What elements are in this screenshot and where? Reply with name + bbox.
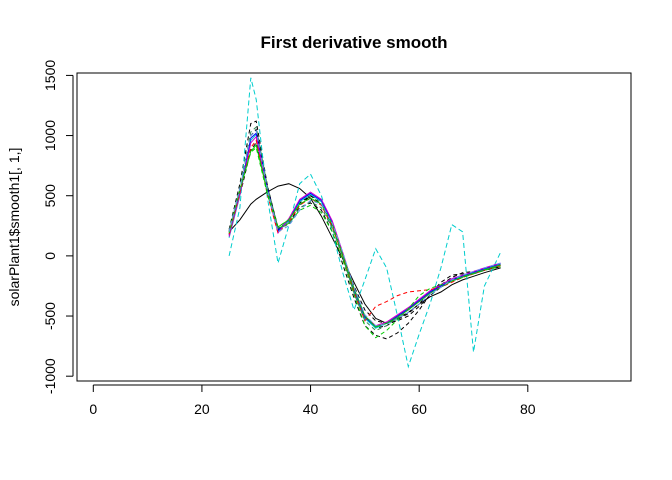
plot-area-box bbox=[76, 72, 632, 382]
series-line-2 bbox=[228, 120, 501, 329]
x-tick-label: 80 bbox=[520, 401, 536, 417]
x-axis: 0 20 40 60 80 bbox=[89, 384, 536, 417]
series-line-11 bbox=[228, 144, 501, 328]
series-line-10 bbox=[228, 146, 501, 339]
y-tick-label: -1000 bbox=[42, 358, 58, 394]
series-line-5 bbox=[228, 77, 502, 369]
series-line-12 bbox=[228, 126, 501, 332]
y-tick-label: 0 bbox=[42, 252, 58, 260]
y-tick-label: 1000 bbox=[42, 120, 58, 151]
x-tick-label: 20 bbox=[194, 401, 210, 417]
y-axis-label: solarPlant1$smooth1[, 1,] bbox=[6, 148, 22, 307]
y-tick-label: 1500 bbox=[42, 60, 58, 91]
y-tick-label: -500 bbox=[42, 302, 58, 330]
series-line-13 bbox=[228, 129, 501, 327]
series-line-6 bbox=[228, 133, 501, 329]
series-line-9 bbox=[228, 139, 501, 322]
series-line-4 bbox=[228, 128, 501, 324]
x-tick-label: 60 bbox=[411, 401, 427, 417]
x-tick-label: 40 bbox=[303, 401, 319, 417]
series-group bbox=[228, 77, 502, 369]
x-tick-label: 0 bbox=[89, 401, 97, 417]
y-axis: -1000 -500 0 500 1000 1500 bbox=[42, 60, 74, 394]
chart-title: First derivative smooth bbox=[260, 33, 447, 52]
series-line-8 bbox=[228, 135, 501, 327]
y-tick-label: 500 bbox=[42, 184, 58, 208]
